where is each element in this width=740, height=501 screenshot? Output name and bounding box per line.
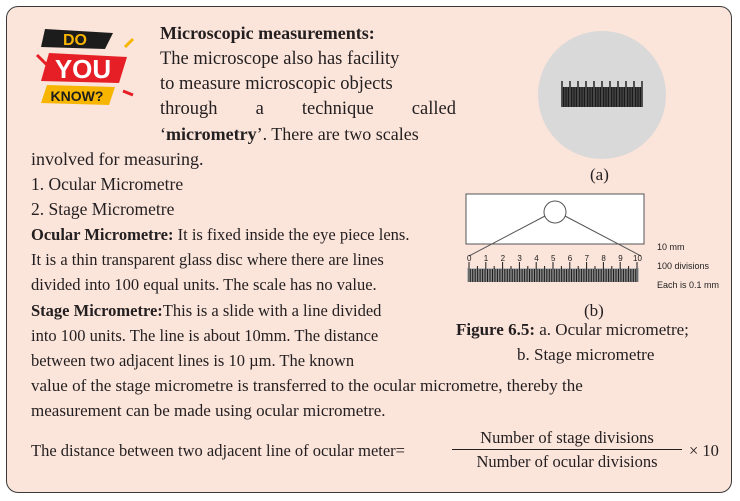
intro-line-5: involved for measuring. [31,149,204,169]
badge-you: YOU [55,54,111,84]
figure-b-label: (b) [584,301,604,320]
stage-line-1-text: This is a slide with a line divided [162,301,382,320]
stage-scale-number: 4 [534,254,539,263]
stage-line-4: value of the stage micrometre is transfe… [31,376,583,395]
formula-denominator: Number of ocular divisions [476,452,658,471]
side-label-each: Each is 0.1 mm [657,280,719,290]
figure-caption-label: Figure 6.5: [456,320,536,339]
intro-line-4-rest: ’. There are two scales [256,124,419,144]
intro-line-3: through a technique called [160,97,456,121]
stage-scale-number: 1 [484,254,489,263]
intro-word-called: called [411,99,456,119]
stage-term: Stage Micrometre: [31,301,163,320]
formula-numerator: Number of stage divisions [452,427,682,450]
intro-line-4: ‘micrometry’. There are two scales [160,122,419,146]
ocular-line-1-text: It is fixed inside the eye piece lens. [173,225,410,244]
stage-line-2: into 100 units. The line is about 10mm. … [31,326,379,345]
info-box: DO YOU KNOW? Microscopic measurements: T… [6,6,732,493]
intro-word-a: a [255,99,264,119]
stage-micrometre-graphic: 0 1 2 3 4 5 6 7 8 9 10 10 mm 100 divisions Each is… [465,193,719,290]
stage-line-5: measurement can be made using ocular mic… [31,401,386,420]
badge-do: DO [63,32,87,49]
stage-scale-number: 2 [501,254,506,263]
badge-graphic: DO YOU KNOW? [35,29,135,105]
formula-lhs: The distance between two adjacent line o… [31,441,405,460]
figure-caption-a: a. Ocular micrometre; [535,320,689,339]
intro-word-technique: technique [301,99,374,119]
stage-scale-number: 6 [568,254,573,263]
ocular-term: Ocular Micrometre: [31,225,174,244]
figure-a-ocular-disc [538,31,666,159]
stage-scale-number: 3 [517,254,522,263]
intro-line-2: to measure microscopic objects [160,74,393,94]
stage-scale-number: 8 [601,254,606,263]
ocular-line-3: divided into 100 equal units. The scale … [31,275,377,294]
ocular-scale-graphic [561,81,643,107]
intro-line-1: The microscope also has facility [160,49,400,69]
list-item-stage: 2. Stage Micrometre [31,199,175,219]
figure-b-stage-slide: 0 1 2 3 4 5 6 7 8 9 10 10 mm 100 divisions Each is… [465,190,725,300]
figure-caption-line-1: Figure 6.5: a. Ocular micrometre; [456,318,689,342]
term-micrometry: micrometry [166,124,257,144]
stage-scale-number: 7 [585,254,590,263]
figure-caption-line-2: b. Stage micrometre [517,345,655,364]
stage-scale-number: 5 [551,254,556,263]
badge-know: KNOW? [51,88,104,104]
stage-line-3: between two adjacent lines is 10 µm. The… [31,351,355,370]
stage-scale-number: 10 [633,254,642,263]
intro-word-through: through [160,99,218,119]
stage-scale-number: 0 [467,254,472,263]
stage-scale-number: 9 [618,254,623,263]
do-you-know-badge: DO YOU KNOW? [35,25,135,107]
quote-open: ‘ [160,124,166,144]
stage-line-1: Stage Micrometre:This is a slide with a … [31,299,381,323]
side-label-10mm: 10 mm [657,242,685,252]
side-label-divisions: 100 divisions [657,261,710,271]
ocular-line-1: Ocular Micrometre: It is fixed inside th… [31,223,409,247]
formula-multiplier: × 10 [689,441,719,460]
figure-a-label: (a) [590,165,609,184]
formula-fraction: Number of stage divisions Number of ocul… [452,427,682,474]
section-heading: Microscopic measurements: [160,23,375,43]
ocular-line-2: It is a thin transparent glass disc wher… [31,250,384,269]
list-item-ocular: 1. Ocular Micrometre [31,174,184,194]
